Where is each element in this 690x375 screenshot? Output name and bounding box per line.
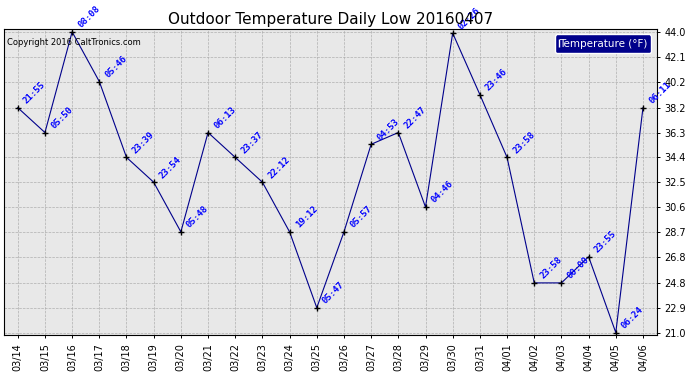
Legend: Temperature (°F): Temperature (°F) xyxy=(555,34,651,53)
Text: 04:46: 04:46 xyxy=(430,180,455,205)
Text: 00:00: 00:00 xyxy=(566,255,591,281)
Text: 05:50: 05:50 xyxy=(49,105,75,130)
Text: 22:47: 22:47 xyxy=(402,105,428,130)
Text: 23:58: 23:58 xyxy=(538,255,564,281)
Text: 21:55: 21:55 xyxy=(22,80,48,105)
Text: 23:37: 23:37 xyxy=(239,130,265,155)
Text: 19:12: 19:12 xyxy=(294,204,319,230)
Text: 23:55: 23:55 xyxy=(593,229,618,255)
Text: 05:48: 05:48 xyxy=(185,204,210,230)
Text: 04:53: 04:53 xyxy=(375,117,401,142)
Text: 22:12: 22:12 xyxy=(266,154,292,180)
Text: 06:13: 06:13 xyxy=(213,105,237,130)
Text: 23:54: 23:54 xyxy=(158,154,184,180)
Text: 23:46: 23:46 xyxy=(484,67,509,93)
Text: 06:24: 06:24 xyxy=(620,305,645,330)
Text: 06:11: 06:11 xyxy=(647,80,673,105)
Text: 23:58: 23:58 xyxy=(511,130,537,155)
Title: Outdoor Temperature Daily Low 20160407: Outdoor Temperature Daily Low 20160407 xyxy=(168,12,493,27)
Text: 05:57: 05:57 xyxy=(348,204,373,230)
Text: 05:46: 05:46 xyxy=(104,54,129,80)
Text: 23:39: 23:39 xyxy=(130,130,156,155)
Text: 02:26: 02:26 xyxy=(457,6,482,31)
Text: 05:47: 05:47 xyxy=(321,280,346,306)
Text: 08:08: 08:08 xyxy=(77,4,101,30)
Text: Copyright 2016 CaltTronics.com: Copyright 2016 CaltTronics.com xyxy=(8,38,141,47)
